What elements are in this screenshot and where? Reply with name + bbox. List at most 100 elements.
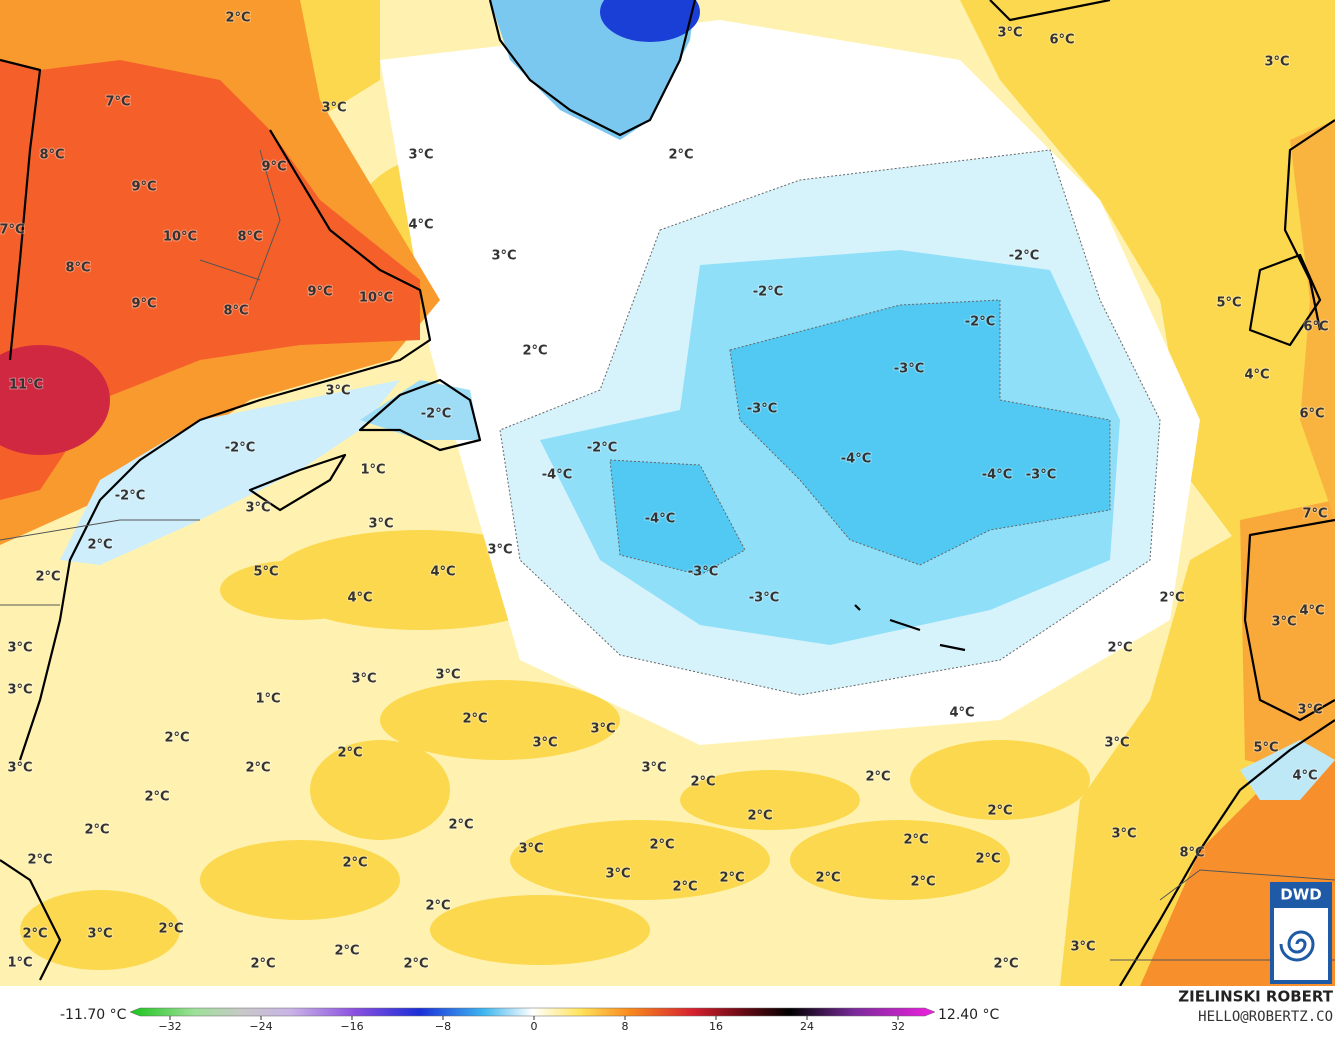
contour-label: 8°C [1179,846,1204,861]
colorbar: -11.70 °C 12.40 °C −32 −24 −16 −8 0 8 16 24 32 [60,1007,1000,1033]
ireland [1250,255,1320,345]
logo: DWD [1270,882,1332,984]
contour-label: 4°C [408,218,433,233]
contour-label: 4°C [430,565,455,580]
logo-text: DWD [1280,886,1321,904]
contour-label: 2°C [158,922,183,937]
contour-label: 1°C [360,463,385,478]
contour-label: 1°C [255,692,280,707]
britain [1290,120,1335,520]
contour-label: 2°C [35,570,60,585]
colorbar-tick-label: 0 [531,1020,538,1033]
contour-label: 3°C [245,501,270,516]
colorbar-tick-label: −24 [249,1020,272,1033]
contour-label: -4°C [982,468,1012,483]
contour-label: -2°C [115,489,145,504]
contour-label: 3°C [997,26,1022,41]
contour-label: 6°C [1299,407,1324,422]
contour-label: 10°C [163,230,197,245]
atlas-cold [1240,740,1335,800]
contour-label: 2°C [250,957,275,972]
contour-label: 2°C [649,838,674,853]
contour-label: 9°C [261,160,286,175]
contour-label: 9°C [131,180,156,195]
contour-label: 3°C [1297,703,1322,718]
contour-label: 9°C [307,285,332,300]
contour-label: -3°C [688,565,718,580]
contour-label: 2°C [993,957,1018,972]
contour-label: 1°C [7,956,32,971]
contour-label: -4°C [645,512,675,527]
contour-label: 2°C [815,871,840,886]
contour-label: 2°C [1107,641,1132,656]
contour-label: -3°C [894,362,924,377]
contour-label: 2°C [975,852,1000,867]
colorbar-tick-label: 32 [891,1020,905,1033]
contour-label: 2°C [448,818,473,833]
contour-label: 2°C [245,761,270,776]
contour-label: 2°C [144,790,169,805]
contour-label: 2°C [164,731,189,746]
contour-label: 5°C [253,565,278,580]
contour-label: 2°C [462,712,487,727]
colorbar-max-label: 12.40 °C [938,1007,1000,1023]
colorbar-tick-label: 16 [709,1020,723,1033]
contour-label: 3°C [7,641,32,656]
contour-label: -3°C [747,402,777,417]
contour-label: 2°C [425,899,450,914]
contour-label: 2°C [690,775,715,790]
colorbar-tick-label: −8 [435,1020,451,1033]
contour-label: 4°C [1299,604,1324,619]
credit-email: HELLO@ROBERTZ.CO [1198,1009,1333,1025]
land-hottest [0,345,110,455]
contour-label: 7°C [105,95,130,110]
logo-panel [1274,908,1328,980]
contour-label: 5°C [1253,741,1278,756]
credit-author: ZIELINSKI ROBERT [1178,988,1333,1006]
contour-label: 2°C [225,11,250,26]
contour-label: 3°C [87,927,112,942]
contour-label: 7°C [1302,507,1327,522]
borders [0,149,1335,961]
contour-label: -2°C [587,441,617,456]
contour-label: 2°C [865,770,890,785]
contour-label: -2°C [1009,249,1039,264]
contour-label: 3°C [368,517,393,532]
colorbar-tick-label: 8 [622,1020,629,1033]
contour-label: 3°C [518,842,543,857]
contour-label: 2°C [403,957,428,972]
colorbar-tick-label: 24 [800,1020,814,1033]
contour-label: 6°C [1303,320,1328,335]
contour-label: 3°C [1264,55,1289,70]
contour-label: 3°C [532,736,557,751]
contour-label: 5°C [1216,296,1241,311]
contour-label: 8°C [39,148,64,163]
newfoundland-cold [360,380,480,440]
coastlines [0,0,1335,986]
contour-label: 2°C [747,809,772,824]
contour-label: 3°C [321,101,346,116]
contour-label: 2°C [903,833,928,848]
contour-label: 4°C [1244,368,1269,383]
contour-label: 8°C [65,261,90,276]
contour-label: 2°C [22,927,47,942]
contour-label: -2°C [753,285,783,300]
contour-labels: 2°C 3°C 6°C 3°C 7°C 3°C 8°C 9°C 3°C 2°C 9°C 4°C 10°C… [0,10,1330,973]
contour-label: 3°C [491,249,516,264]
contour-label: -2°C [965,315,995,330]
contour-label: -4°C [542,468,572,483]
contour-label: 8°C [223,304,248,319]
logo-swirl [1279,930,1315,962]
contour-label: 6°C [1049,33,1074,48]
contour-label: 3°C [487,543,512,558]
contour-label: 3°C [351,672,376,687]
contour-label: 2°C [522,344,547,359]
contour-label: 9°C [131,297,156,312]
contour-label: 2°C [719,871,744,886]
contour-label: 2°C [87,538,112,553]
contour-label: 10°C [359,291,393,306]
contour-label: 3°C [641,761,666,776]
colorbar-tick-label: −16 [340,1020,363,1033]
colorbar-min-label: -11.70 °C [60,1007,127,1023]
